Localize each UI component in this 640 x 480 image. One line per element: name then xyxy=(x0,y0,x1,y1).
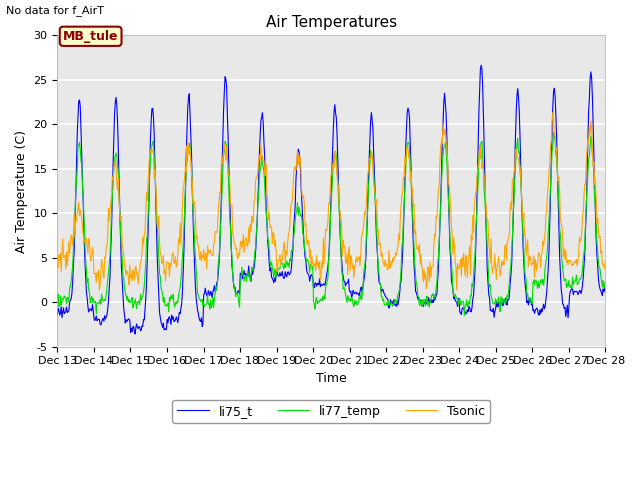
li75_t xyxy=(477,62,485,68)
Tsonic xyxy=(54,263,61,268)
Tsonic xyxy=(549,109,557,115)
Tsonic xyxy=(398,193,406,199)
Text: MB_tule: MB_tule xyxy=(63,30,118,43)
li77_temp xyxy=(120,274,127,280)
Tsonic xyxy=(602,258,609,264)
li77_temp xyxy=(414,293,422,299)
li75_t xyxy=(176,311,184,316)
li77_temp xyxy=(204,302,212,308)
li75_t xyxy=(415,295,422,300)
Tsonic xyxy=(63,263,71,268)
Line: li75_t: li75_t xyxy=(58,65,605,334)
Tsonic xyxy=(204,248,212,254)
Line: li77_temp: li77_temp xyxy=(58,132,605,316)
li75_t xyxy=(131,331,139,337)
Tsonic xyxy=(453,287,461,293)
li75_t xyxy=(602,289,609,295)
Tsonic xyxy=(414,244,422,250)
li75_t xyxy=(54,311,61,317)
Y-axis label: Air Temperature (C): Air Temperature (C) xyxy=(15,130,28,252)
li75_t xyxy=(120,305,127,311)
Tsonic xyxy=(175,240,183,246)
Legend: li75_t, li77_temp, Tsonic: li75_t, li77_temp, Tsonic xyxy=(172,400,490,423)
Tsonic xyxy=(120,252,127,257)
Line: Tsonic: Tsonic xyxy=(58,112,605,290)
li77_temp xyxy=(63,295,71,300)
Text: No data for f_AirT: No data for f_AirT xyxy=(6,5,104,16)
li77_temp xyxy=(550,130,557,135)
li75_t xyxy=(63,310,71,315)
li75_t xyxy=(399,249,406,255)
X-axis label: Time: Time xyxy=(316,372,347,385)
li77_temp xyxy=(398,243,406,249)
li77_temp xyxy=(175,288,183,294)
li75_t xyxy=(205,290,213,296)
li77_temp xyxy=(54,296,61,301)
li77_temp xyxy=(602,278,609,284)
li77_temp xyxy=(461,313,468,319)
Title: Air Temperatures: Air Temperatures xyxy=(266,15,397,30)
